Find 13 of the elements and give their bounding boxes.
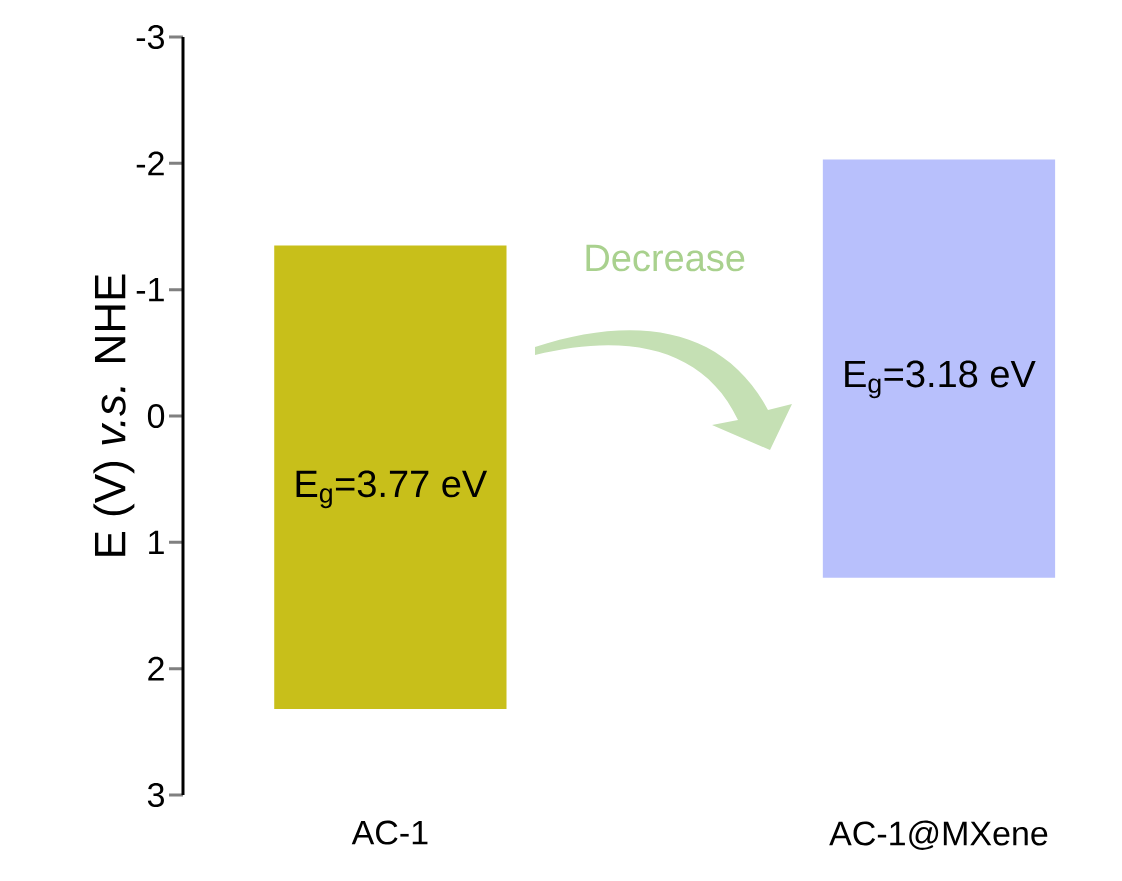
y-tick-label: -1 <box>136 277 164 302</box>
y-tick-label: 1 <box>149 530 164 555</box>
y-tick-label: 2 <box>148 656 164 681</box>
annotation: E$_{g}$=3.77 eV <box>296 470 488 509</box>
y-tick-label: 0 <box>147 403 165 429</box>
annotation: E$_{g}$=3.18 eV <box>845 360 1036 399</box>
y-axis-title: E (V) v.s. NHE <box>93 274 135 556</box>
y-tick-label: -3 <box>136 24 164 50</box>
x-tick-label: AC-1@MXene <box>829 820 1048 850</box>
y-tick-label: 3 <box>147 782 164 808</box>
y-tick-label: -2 <box>136 151 164 176</box>
annotation: Decrease <box>586 244 745 272</box>
x-tick-label: AC-1 <box>351 820 428 845</box>
